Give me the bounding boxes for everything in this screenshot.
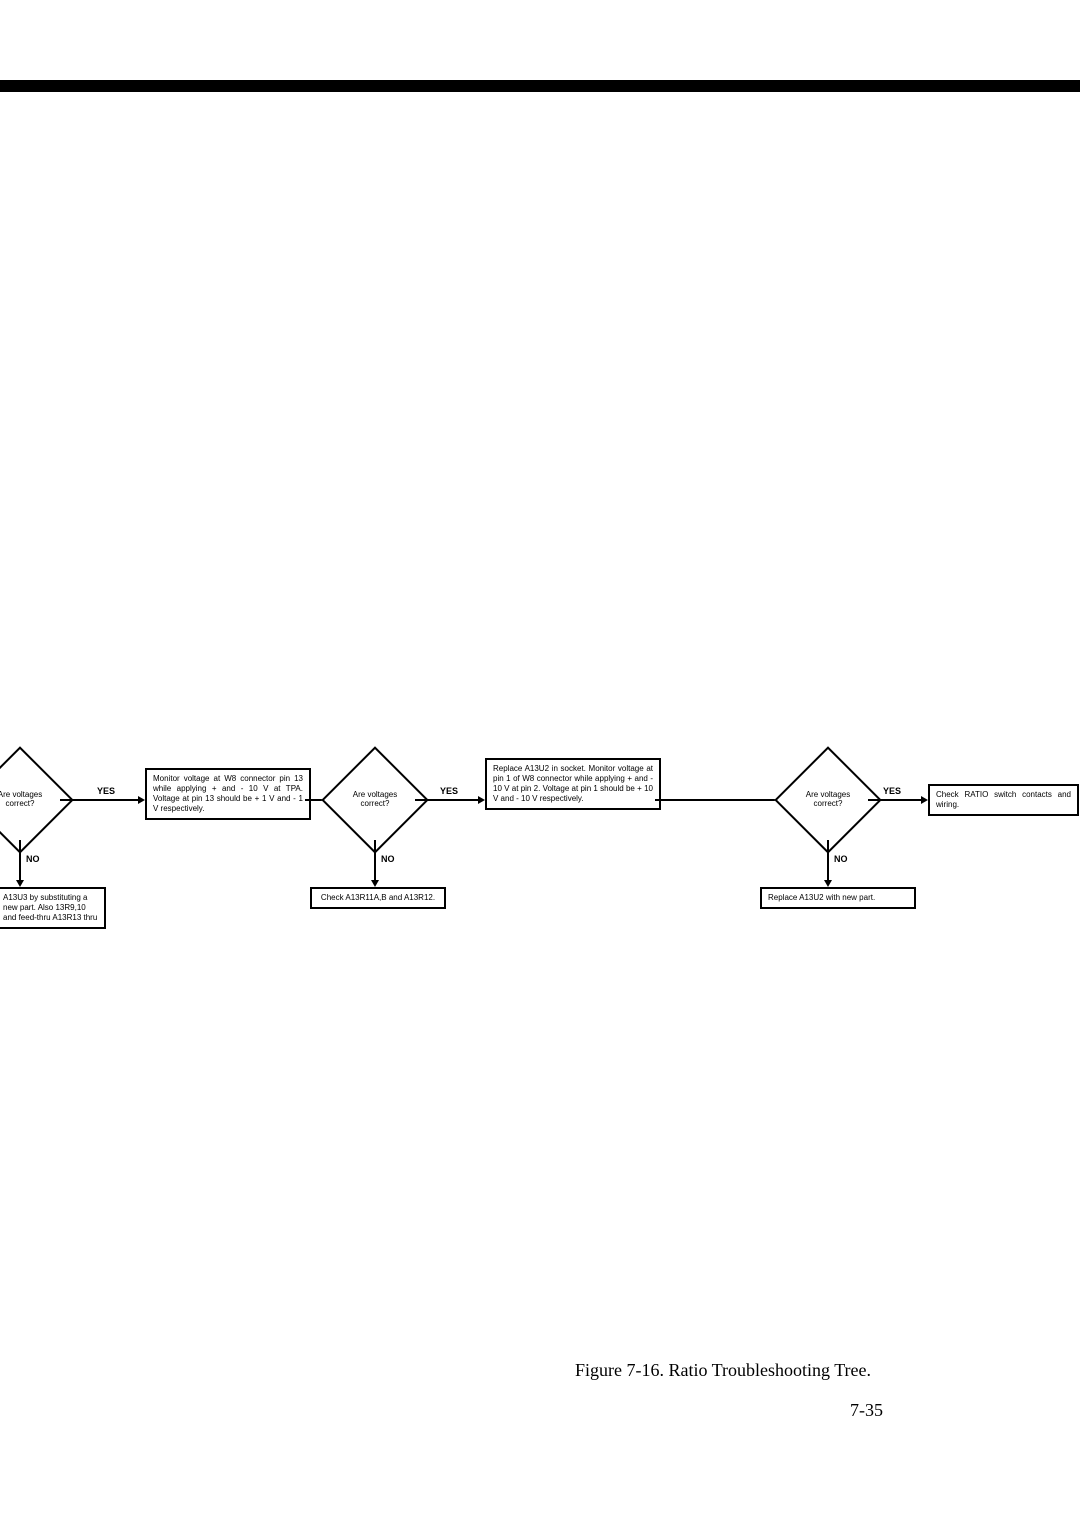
page-header-rule (0, 80, 1080, 92)
result-r3: Replace A13U2 with new part. (760, 887, 916, 909)
edge-d1-r1-label: NO (26, 854, 40, 864)
page-number: 7-35 (850, 1400, 883, 1421)
process-b2-text: Replace A13U2 in socket. Monitor voltage… (493, 764, 653, 803)
edge-d2-b2 (415, 799, 480, 801)
decision-d1: Are voltages correct? (0, 760, 60, 840)
edge-d3-r3 (827, 840, 829, 882)
result-r1-text: A13U3 by substituting a new part. Also 1… (3, 893, 97, 922)
edge-d1-b1-label: YES (97, 786, 115, 796)
result-r3-text: Replace A13U2 with new part. (768, 893, 875, 902)
decision-d2: Are voltages correct? (335, 760, 415, 840)
edge-d3-b3 (868, 799, 923, 801)
process-b1: Monitor voltage at W8 connector pin 13 w… (145, 768, 311, 820)
decision-d3-label: Are voltages correct? (798, 791, 858, 809)
decision-d1-label: Are voltages correct? (0, 791, 50, 809)
figure-caption: Figure 7-16. Ratio Troubleshooting Tree. (575, 1360, 871, 1381)
result-r2: Check A13R11A,B and A13R12. (310, 887, 446, 909)
flowchart: Are voltages correct? YES Monitor voltag… (0, 740, 1080, 960)
edge-b2-d3 (655, 799, 783, 801)
edge-d1-r1 (19, 840, 21, 882)
result-r1: A13U3 by substituting a new part. Also 1… (0, 887, 106, 929)
edge-d2-b2-arrow (478, 796, 485, 804)
edge-d1-b1 (60, 799, 140, 801)
result-r2-text: Check A13R11A,B and A13R12. (321, 893, 435, 902)
edge-d3-b3-label: YES (883, 786, 901, 796)
edge-d1-r1-arrow (16, 880, 24, 887)
process-b3-text: Check RATIO switch contacts and wiring. (936, 790, 1071, 809)
decision-d2-label: Are voltages correct? (345, 791, 405, 809)
edge-d2-r2-arrow (371, 880, 379, 887)
edge-d3-r3-label: NO (834, 854, 848, 864)
edge-d1-b1-arrow (138, 796, 145, 804)
edge-d2-b2-label: YES (440, 786, 458, 796)
process-b1-text: Monitor voltage at W8 connector pin 13 w… (153, 774, 303, 813)
edge-d2-r2-label: NO (381, 854, 395, 864)
edge-d3-r3-arrow (824, 880, 832, 887)
process-b2: Replace A13U2 in socket. Monitor voltage… (485, 758, 661, 810)
edge-d3-b3-arrow (921, 796, 928, 804)
decision-d3: Are voltages correct? (788, 760, 868, 840)
edge-d2-r2 (374, 840, 376, 882)
page: Are voltages correct? YES Monitor voltag… (0, 0, 1080, 1527)
process-b3: Check RATIO switch contacts and wiring. (928, 784, 1079, 816)
